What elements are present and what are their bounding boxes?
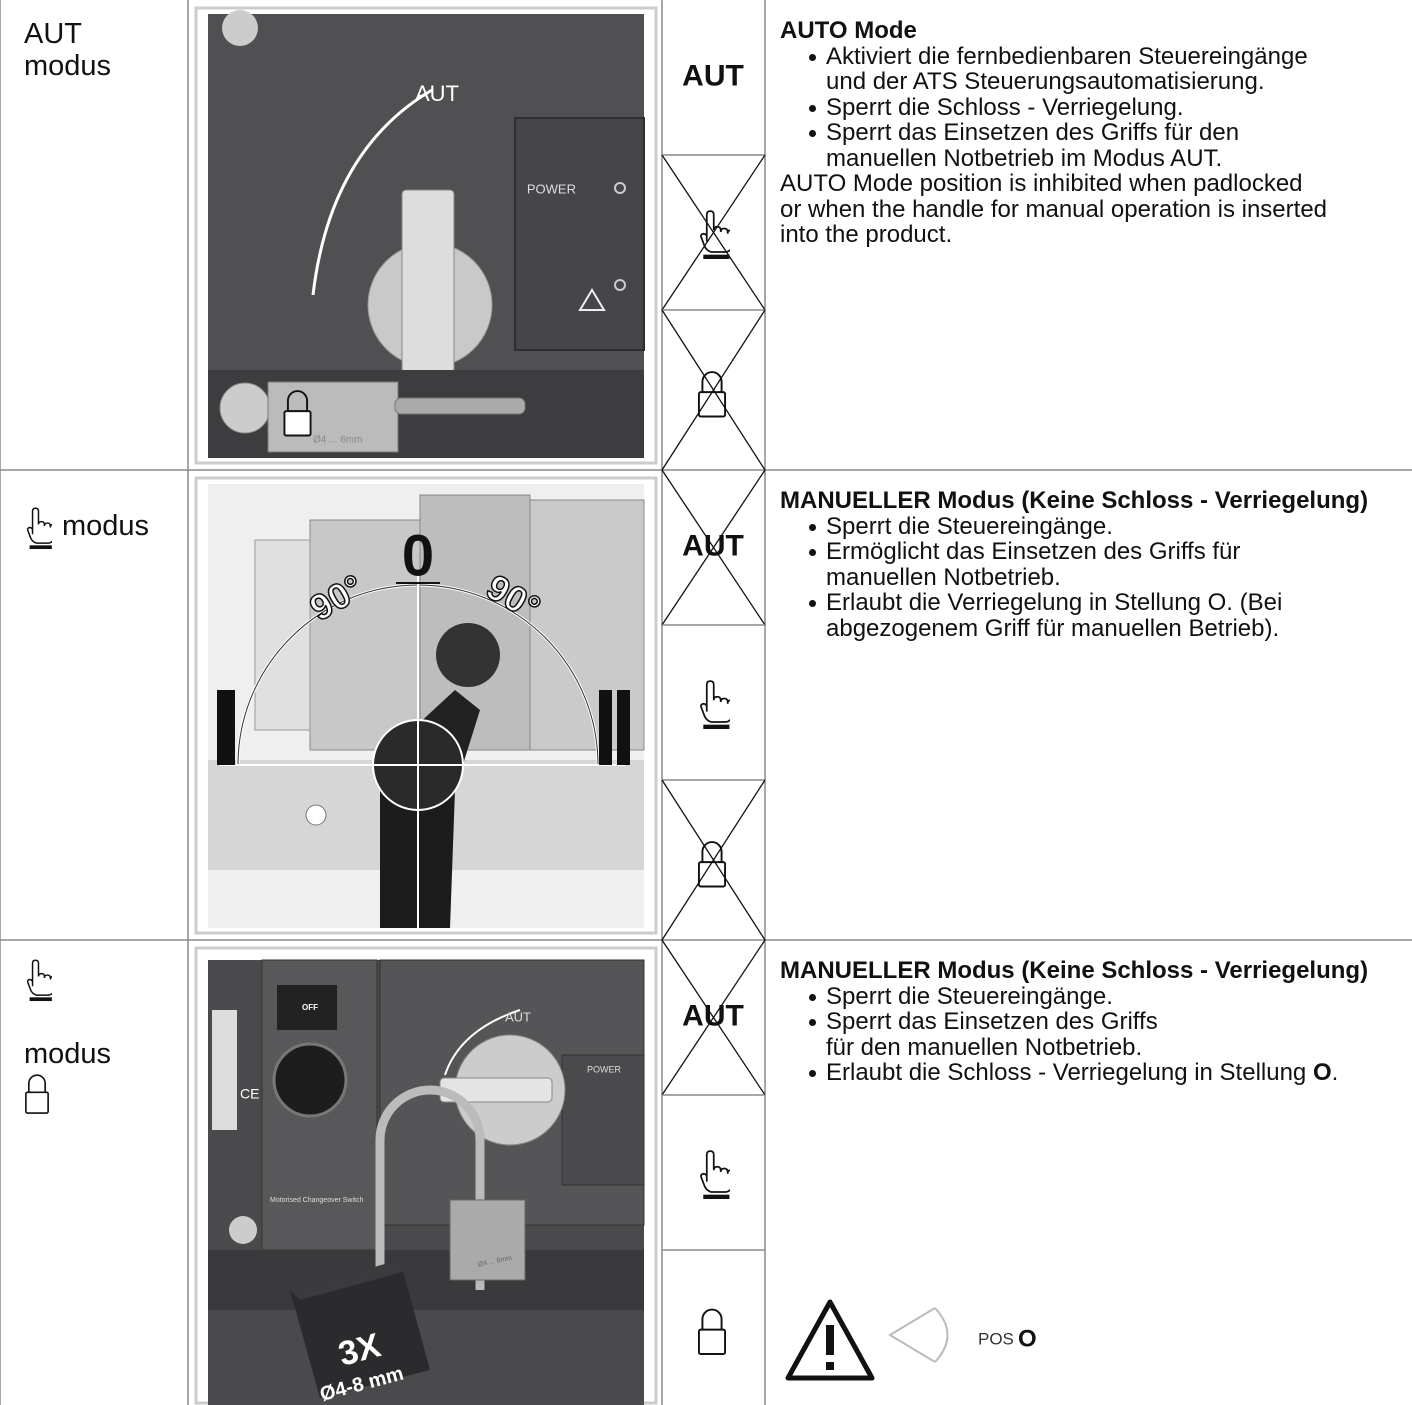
hand-icon — [26, 507, 52, 550]
bullet: Aktiviert die fernbedienbaren Steuereing… — [809, 43, 1405, 95]
image-2 — [194, 476, 658, 935]
bullet-part: O — [1312, 1059, 1332, 1086]
lock-icon — [25, 1074, 49, 1114]
hand-icon — [700, 210, 730, 260]
cross — [661, 939, 766, 1096]
warning-position: O — [1018, 1325, 1037, 1352]
hand-icon — [700, 1150, 730, 1200]
note: AUTO Mode position is inhibited when pad… — [780, 170, 1328, 248]
bullet: Sperrt das Einsetzen des Griffs für den … — [809, 120, 1405, 171]
image-label: CE — [240, 1086, 259, 1102]
bullet: Sperrt das Einsetzen des Griffs für den … — [809, 1009, 1405, 1060]
bullet-part: Erlaubt die Schloss - Verriegelung in St… — [826, 1059, 1313, 1086]
mode-label: modus — [24, 50, 112, 82]
bullet: Ermöglicht das Einsetzen des Griffs für … — [809, 539, 1405, 590]
mode-label: modus — [62, 510, 150, 542]
description: MANUELLER Modus (Keine Schloss - Verrieg… — [780, 488, 1405, 641]
warning — [785, 1299, 949, 1381]
cross — [661, 309, 766, 471]
cross — [661, 779, 766, 941]
bullet: Sperrt die Steuereingänge. — [809, 513, 1405, 540]
image-label: AUT — [505, 1009, 531, 1024]
bullet: Erlaubt die Schloss - Verriegelung in St… — [809, 1059, 1405, 1086]
image-label: I — [218, 690, 235, 757]
image-label: POWER — [527, 181, 576, 196]
image-label: 0 — [402, 523, 434, 588]
heading: MANUELLER Modus (Keine Schloss - Verrieg… — [780, 957, 1369, 984]
bullet-list: Sperrt die Steuereingänge. Sperrt das Ein… — [780, 983, 1405, 1086]
description: MANUELLER Modus (Keine Schloss - Verrieg… — [780, 958, 1405, 1086]
mode-title: AUT — [24, 18, 82, 50]
icon-label: AUT — [682, 59, 744, 92]
bullet-part: . — [1331, 1059, 1339, 1086]
image-label: AUT — [415, 81, 459, 106]
image-label: II — [597, 690, 630, 757]
hand-icon — [26, 959, 52, 1002]
mode-label: modus — [24, 1038, 112, 1070]
cross — [661, 154, 766, 311]
image-label: Ø4 ... 6mm — [313, 435, 362, 446]
image-label: POWER — [587, 1064, 622, 1074]
bullet: Sperrt die Schloss - Verriegelung. — [809, 94, 1405, 121]
bullet: Sperrt die Steuereingänge. — [809, 983, 1405, 1010]
bullet: Erlaubt die Verriegelung in Stellung O. … — [809, 590, 1405, 641]
image-1 — [194, 6, 658, 465]
image-label: OFF — [302, 1003, 318, 1012]
image-label: Motorised Changeover Switch — [270, 1197, 363, 1204]
heading: AUTO Mode — [780, 17, 917, 44]
lock-icon — [697, 1308, 727, 1356]
bullet-list: Sperrt die Steuereingänge. Ermöglicht das… — [780, 513, 1405, 642]
image-3 — [194, 946, 658, 1405]
bullet-list: Aktiviert die fernbedienbaren Steuereing… — [780, 43, 1405, 172]
description: AUTO Mode Aktiviert die fernbedienbaren S… — [780, 18, 1405, 248]
hand-icon — [700, 680, 730, 730]
heading: MANUELLER Modus (Keine Schloss - Verrieg… — [780, 487, 1369, 514]
warning-prefix: POS — [978, 1329, 1014, 1348]
cross — [661, 469, 766, 626]
